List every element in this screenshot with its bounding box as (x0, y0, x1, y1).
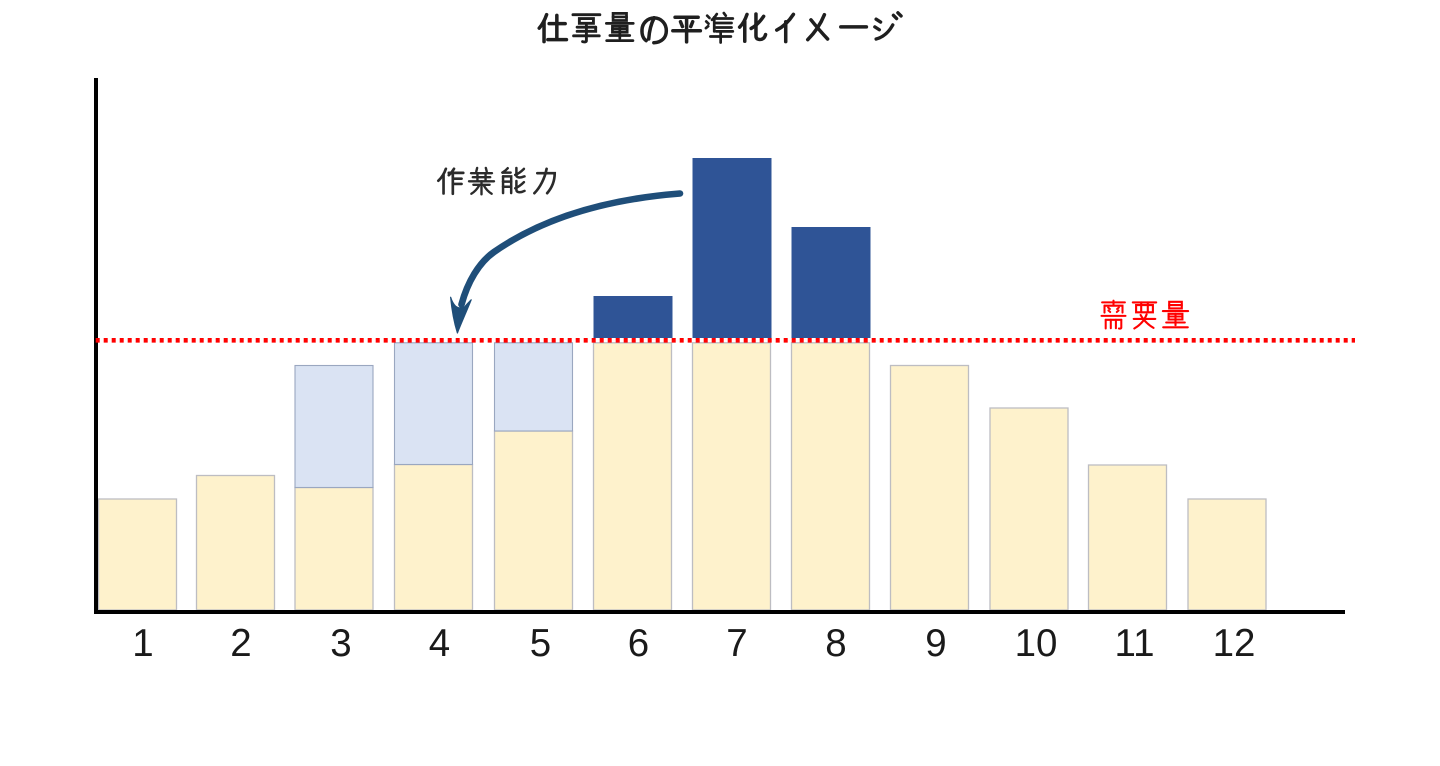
svg-text:12: 12 (1213, 622, 1256, 665)
svg-text:11: 11 (1115, 622, 1155, 665)
svg-text:7: 7 (726, 622, 747, 665)
svg-text:2: 2 (230, 622, 251, 665)
svg-text:8: 8 (825, 622, 846, 665)
svg-text:10: 10 (1015, 622, 1058, 665)
svg-text:5: 5 (530, 622, 551, 665)
svg-text:6: 6 (628, 622, 649, 665)
svg-text:9: 9 (925, 622, 946, 665)
svg-text:4: 4 (429, 622, 450, 665)
svg-text:3: 3 (330, 622, 351, 665)
svg-text:1: 1 (132, 622, 153, 665)
